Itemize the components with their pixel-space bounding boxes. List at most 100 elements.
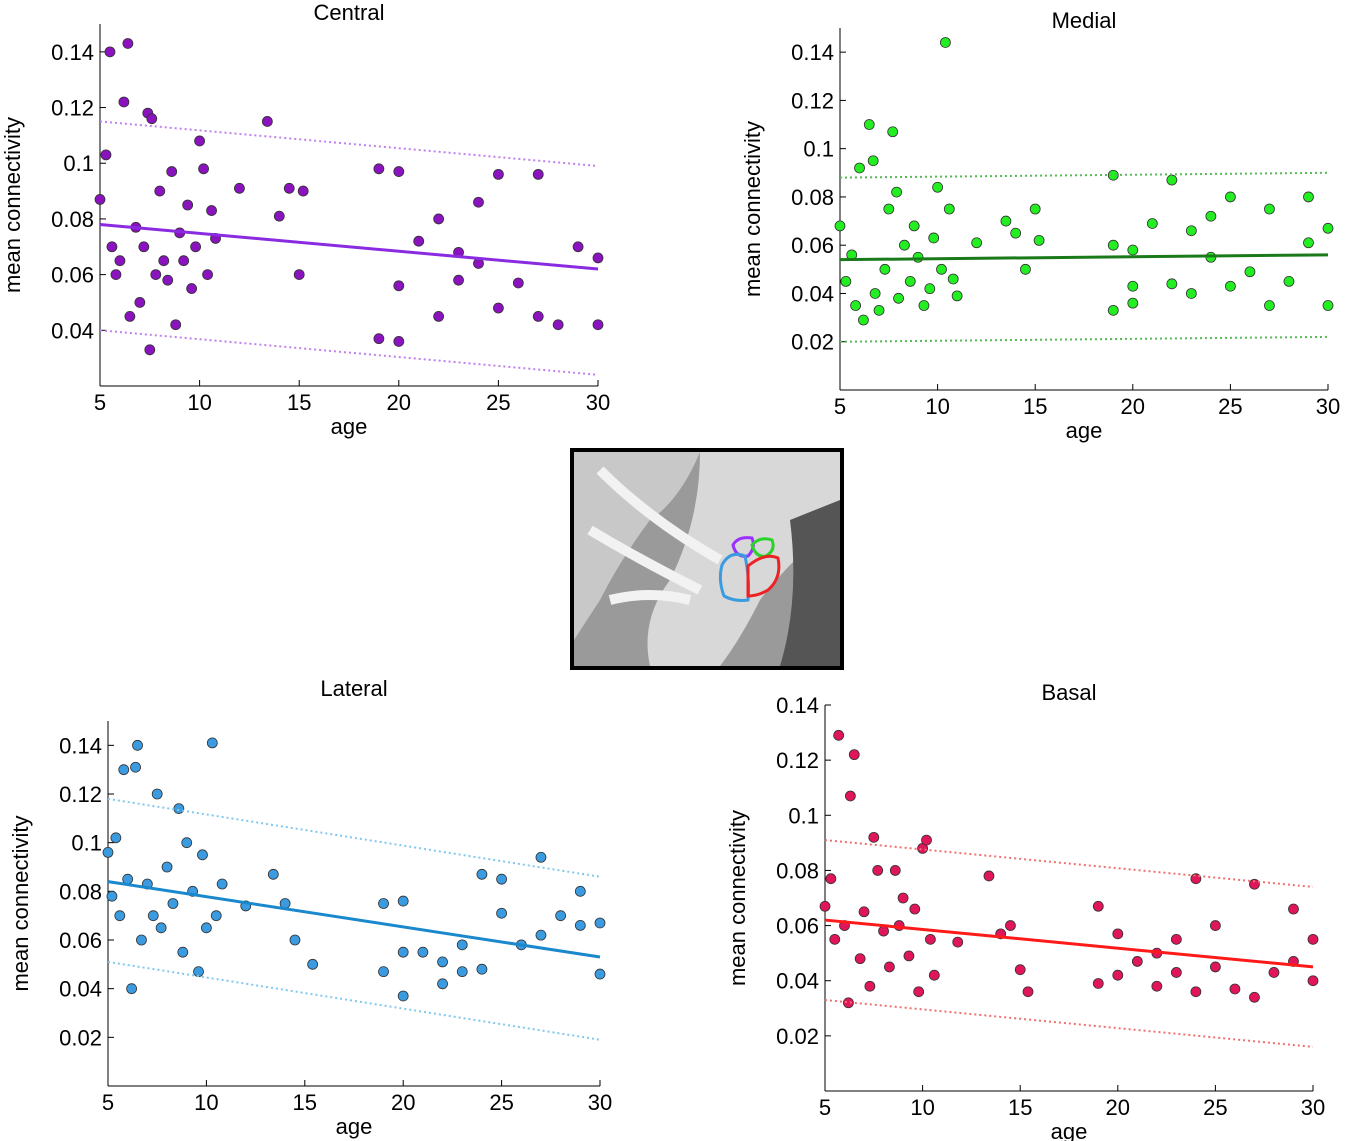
- data-point: [202, 269, 213, 281]
- x-tick-label: 20: [391, 1090, 415, 1115]
- fit-line: [824, 918, 1314, 969]
- x-tick-label: 10: [187, 390, 211, 415]
- brain-image: [570, 448, 844, 670]
- y-tick-label: 0.1: [788, 803, 819, 828]
- data-point: [594, 917, 606, 929]
- data-point: [936, 263, 947, 275]
- data-point: [104, 46, 116, 58]
- data-point: [1127, 297, 1139, 309]
- x-tick-label: 20: [387, 390, 411, 415]
- data-point: [130, 761, 141, 773]
- data-point: [206, 205, 217, 216]
- data-point: [1229, 983, 1241, 995]
- data-point: [850, 300, 862, 311]
- data-point: [1166, 278, 1178, 290]
- data-point: [1131, 956, 1143, 967]
- data-point: [170, 319, 182, 331]
- x-tick-label: 10: [925, 394, 949, 419]
- chart-panel: Central age mean connectivity 0.04 0.06 0.08 0…: [0, 0, 610, 439]
- data-point: [555, 910, 567, 922]
- data-point: [162, 274, 174, 286]
- x-tick-label: 5: [94, 390, 106, 415]
- data-point: [167, 898, 179, 909]
- data-point: [161, 861, 173, 873]
- data-point: [114, 255, 126, 267]
- data-point: [234, 182, 245, 194]
- data-point: [592, 252, 604, 264]
- data-point: [532, 168, 544, 180]
- x-tick-label: 20: [1121, 394, 1145, 419]
- data-point: [592, 319, 604, 331]
- data-point: [913, 986, 925, 998]
- data-point: [197, 849, 208, 861]
- data-point: [373, 163, 385, 175]
- data-point: [124, 310, 136, 322]
- x-tick-label: 30: [1301, 1095, 1325, 1120]
- data-point: [552, 319, 564, 331]
- data-point: [1249, 878, 1260, 890]
- y-axis-label: mean connectivity: [740, 121, 765, 297]
- data-point: [122, 38, 134, 49]
- data-point: [492, 168, 504, 180]
- data-point: [848, 749, 860, 761]
- data-point: [854, 953, 866, 965]
- y-tick-label: 0.14: [51, 40, 94, 65]
- data-point: [1244, 266, 1256, 278]
- chart-title: Central: [314, 0, 385, 25]
- data-point: [393, 166, 405, 177]
- data-point: [118, 764, 130, 776]
- y-tick-label: 0.04: [776, 969, 819, 994]
- y-tick-label: 0.14: [791, 40, 834, 65]
- data-point: [873, 304, 885, 316]
- data-point: [1112, 969, 1124, 981]
- data-point: [1020, 263, 1031, 275]
- data-point: [872, 865, 884, 876]
- data-point: [293, 269, 305, 281]
- data-point: [1146, 218, 1158, 229]
- data-point: [1268, 967, 1280, 978]
- data-point: [889, 865, 901, 876]
- x-axis-label: age: [1066, 418, 1103, 443]
- data-point: [476, 868, 488, 880]
- data-point: [924, 283, 936, 295]
- data-point: [289, 934, 301, 946]
- data-point: [492, 302, 504, 314]
- data-point: [186, 283, 198, 294]
- data-point: [921, 834, 932, 846]
- y-axis-label: mean connectivity: [0, 117, 25, 293]
- confidence-bound: [99, 120, 599, 168]
- y-tick-label: 0.1: [71, 831, 102, 856]
- x-axis-label: age: [331, 414, 368, 439]
- x-tick-label: 30: [1316, 394, 1340, 419]
- data-point: [883, 203, 895, 215]
- data-point: [173, 803, 185, 814]
- data-point: [110, 832, 122, 844]
- fit-line: [107, 880, 601, 959]
- chart-title: Basal: [1041, 680, 1096, 705]
- y-axis-label: mean connectivity: [8, 815, 33, 991]
- data-point: [1170, 967, 1182, 978]
- data-point: [1225, 280, 1236, 292]
- x-tick-label: 30: [588, 1090, 612, 1115]
- data-point: [908, 220, 920, 232]
- confidence-bound: [824, 839, 1314, 888]
- data-point: [825, 873, 837, 885]
- data-point: [210, 910, 222, 922]
- y-tick-label: 0.06: [59, 928, 102, 953]
- y-axis-label: mean connectivity: [725, 810, 750, 986]
- data-point: [273, 210, 285, 222]
- data-point: [158, 255, 170, 267]
- data-point: [154, 185, 166, 197]
- data-point: [178, 255, 190, 267]
- data-point: [1010, 227, 1022, 239]
- data-point: [126, 983, 138, 995]
- data-point: [1022, 986, 1034, 998]
- data-point: [535, 929, 547, 941]
- data-point: [854, 162, 865, 174]
- x-tick-label: 5: [819, 1095, 831, 1120]
- data-point: [1303, 237, 1314, 249]
- data-point: [1112, 928, 1124, 940]
- y-tick-label: 0.02: [791, 330, 834, 355]
- data-point: [928, 969, 940, 981]
